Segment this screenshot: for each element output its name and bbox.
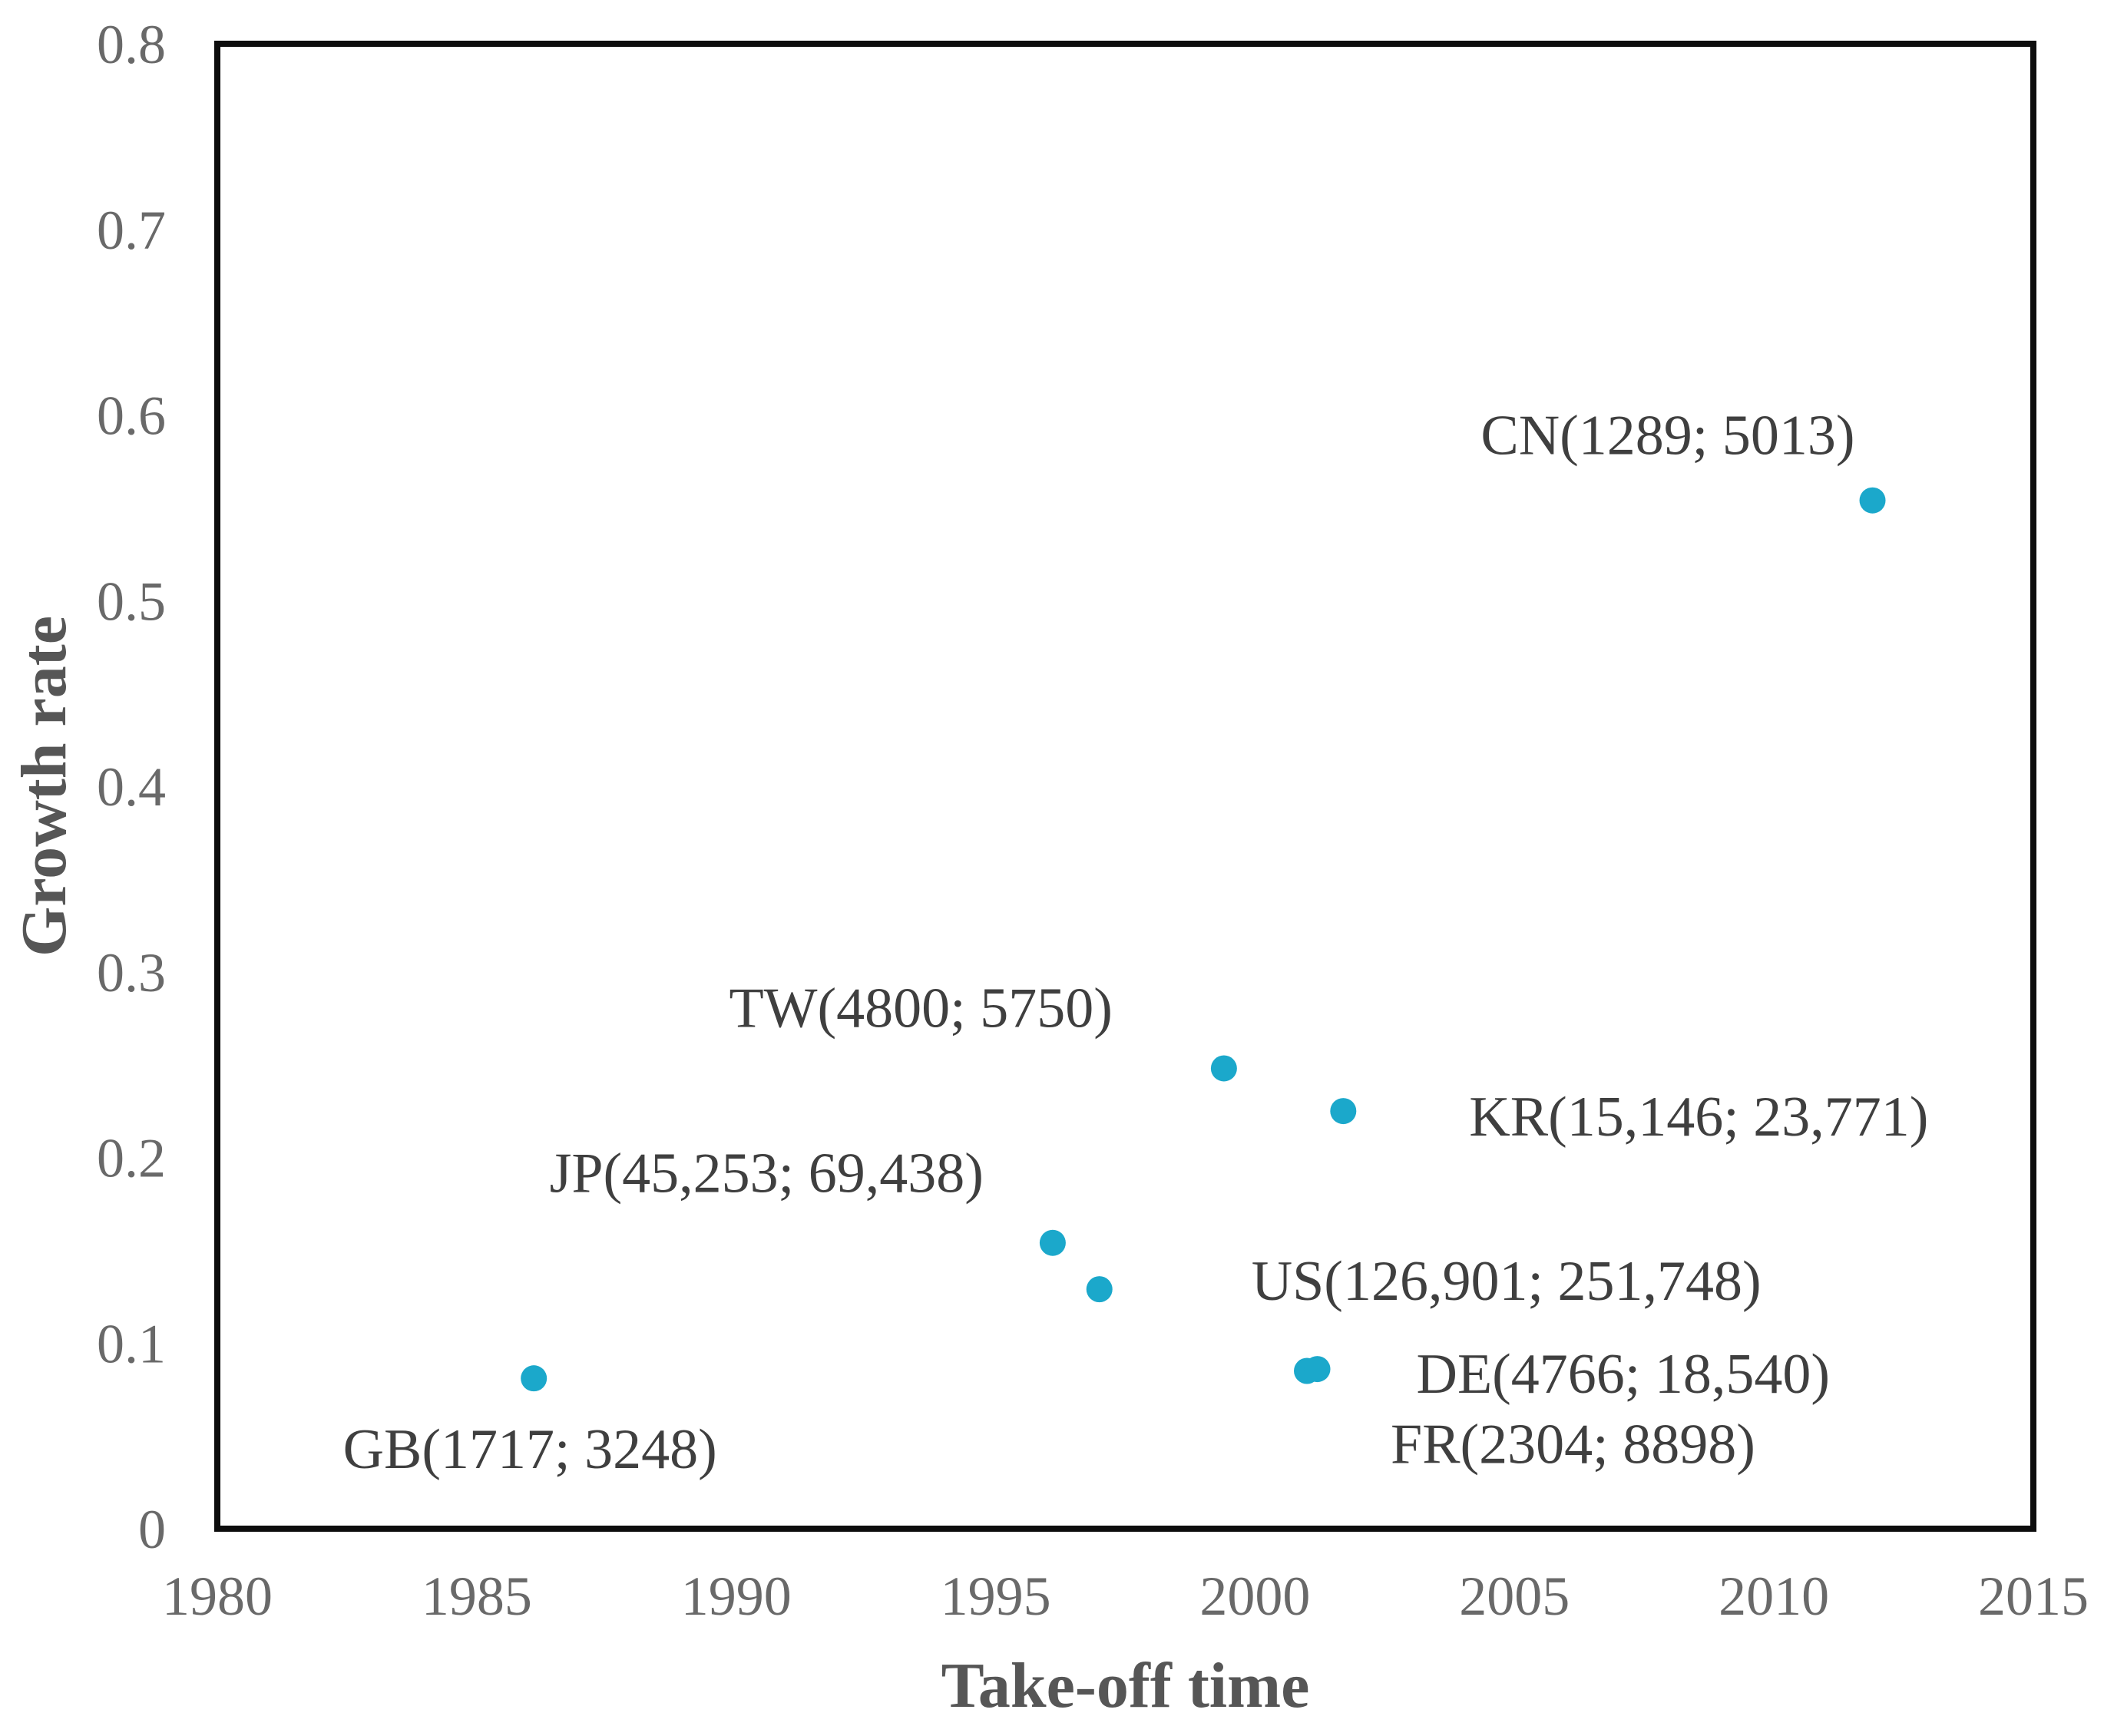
y-axis-tick-label: 0	[138, 1499, 166, 1560]
data-point-GB	[521, 1365, 548, 1392]
data-label-DE: DE(4766; 18,540)	[1417, 1343, 1830, 1406]
data-point-TW	[1210, 1055, 1237, 1082]
data-point-DE	[1304, 1356, 1331, 1383]
x-axis-tick-label: 2005	[1459, 1566, 1570, 1627]
x-axis-tick-label: 2010	[1719, 1566, 1829, 1627]
y-axis-tick-label: 0.7	[97, 200, 166, 261]
data-label-TW: TW(4800; 5750)	[729, 977, 1112, 1040]
data-label-GB: GB(1717; 3248)	[343, 1418, 717, 1481]
x-axis-tick-label: 2015	[1978, 1566, 2089, 1627]
data-label-KR: KR(15,146; 23,771)	[1469, 1086, 1928, 1149]
y-axis-tick-label: 0.5	[97, 570, 166, 632]
data-label-CN: CN(1289; 5013)	[1480, 405, 1854, 468]
y-axis-title: Growth rate	[8, 616, 80, 957]
x-axis-tick-label: 2000	[1199, 1566, 1310, 1627]
y-axis-tick-label: 0.2	[97, 1128, 166, 1189]
data-point-CN	[1859, 487, 1886, 514]
y-axis-tick-label: 0.3	[97, 942, 166, 1004]
x-axis-title: Take-off time	[941, 1650, 1310, 1721]
y-axis-tick-label: 0.1	[97, 1313, 166, 1374]
data-label-US: US(126,901; 251,748)	[1252, 1250, 1762, 1313]
data-point-KR	[1330, 1098, 1357, 1125]
data-point-US	[1086, 1276, 1113, 1303]
data-label-JP: JP(45,253; 69,438)	[550, 1142, 984, 1205]
y-axis-tick-label: 0.6	[97, 385, 166, 447]
x-axis-tick-label: 1995	[941, 1566, 1051, 1627]
x-axis-tick-label: 1990	[681, 1566, 792, 1627]
y-axis-tick-label: 0.8	[97, 14, 166, 75]
y-axis-tick-label: 0.4	[97, 756, 166, 818]
data-point-JP	[1039, 1229, 1066, 1256]
data-label-FR: FR(2304; 8898)	[1391, 1414, 1755, 1476]
plot-area-border	[214, 41, 2036, 1532]
x-axis-tick-label: 1985	[422, 1566, 532, 1627]
x-axis-tick-label: 1980	[162, 1566, 273, 1627]
